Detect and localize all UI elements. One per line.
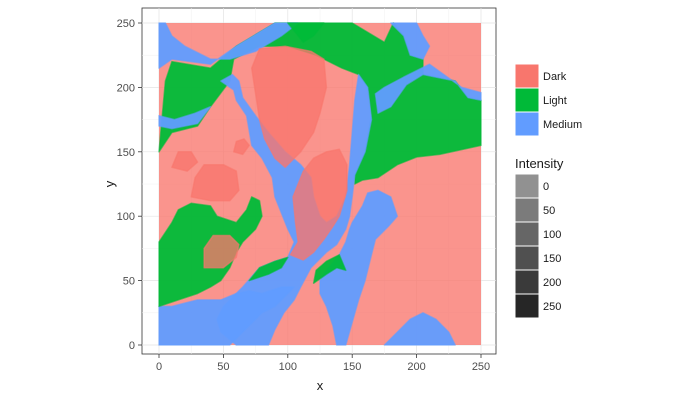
region-dark [190,163,240,202]
region-medium [390,22,431,60]
legend-intensity: Intensity 0 50 100 150 200 250 [514,156,564,319]
legend-intensity-label: 50 [543,205,555,217]
region-medium [158,105,212,130]
legend-intensity-title: Intensity [515,156,564,171]
legend-intensity-label: 250 [543,301,561,313]
region-light [248,256,289,282]
region-dark [289,148,348,261]
legend-intensity-label: 200 [543,277,561,289]
y-tick-label: 0 [129,340,135,352]
region-medium [158,286,295,346]
region-medium [383,312,456,346]
region-dark [232,138,250,156]
x-tick-label: 150 [343,361,361,373]
legend-fill: Dark Light Medium [514,63,582,137]
legend-intensity-key [514,221,540,247]
x-tick-label: 100 [279,361,297,373]
region-medium [158,22,299,69]
y-tick-label: 150 [117,147,135,159]
x-tick-label: 0 [156,361,162,373]
x-tick-label: 200 [407,361,425,373]
x-tick-label: 250 [472,361,490,373]
legend-intensity-label: 100 [543,229,561,241]
legend-intensity-key [514,245,540,271]
x-axis-title: x [317,378,324,393]
y-tick-label: 50 [123,276,135,288]
legend-intensity-key [514,269,540,295]
legend-key-light [514,87,540,113]
region-dark [203,234,240,269]
legend-intensity-key [514,197,540,223]
x-tick-label: 50 [217,361,229,373]
heatmap-tiles [158,22,482,346]
legend-key-dark [514,63,540,89]
legend-intensity-key [514,173,540,199]
region-light [312,254,347,284]
y-tick-label: 100 [117,211,135,223]
legend-intensity-label: 0 [543,181,549,193]
legend-label-dark: Dark [543,71,567,83]
legend-key-medium [514,111,540,137]
legend-label-medium: Medium [543,119,582,131]
legend-intensity-label: 150 [543,253,561,265]
y-axis-title: y [102,180,117,187]
legend-label-light: Light [543,95,567,107]
legend-intensity-key [514,293,540,319]
region-medium [319,189,399,346]
region-light [287,22,325,44]
region-dark [171,151,199,172]
y-tick-label: 250 [117,18,135,30]
region-medium [374,63,482,114]
axis-ticks: 0 50 100 150 200 250 0 50 100 150 200 250 [117,18,491,373]
region-dark [250,45,328,169]
y-tick-label: 200 [117,82,135,94]
